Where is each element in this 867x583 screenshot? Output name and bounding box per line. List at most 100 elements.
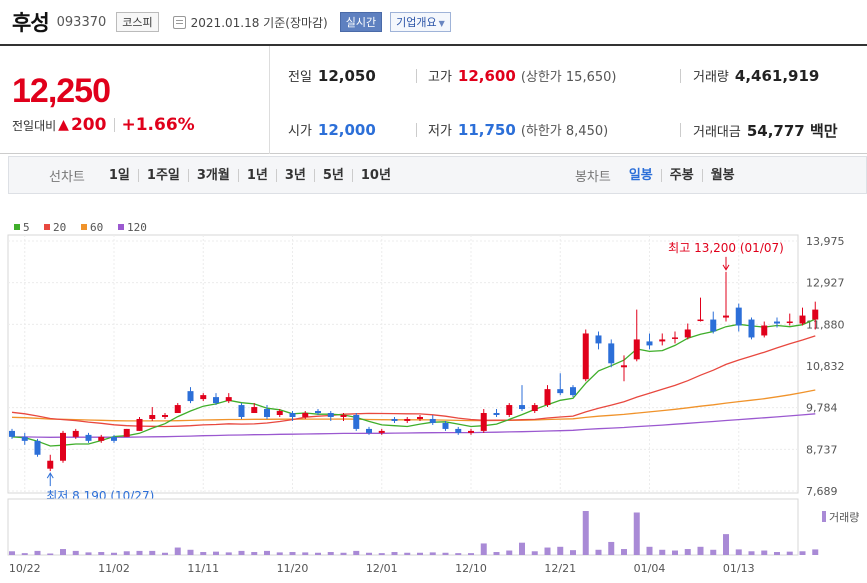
volume-bar [480, 543, 487, 555]
period-5y[interactable]: 5년 [313, 168, 352, 182]
volume-bar [187, 549, 194, 555]
volume-bar [544, 547, 551, 555]
candle-body [213, 397, 219, 404]
candle-body [595, 335, 602, 344]
volume-bar [442, 552, 449, 555]
candle-body [200, 395, 207, 400]
candle-body [276, 411, 283, 415]
candle-weekly[interactable]: 주봉 [660, 168, 702, 182]
candle [608, 339, 615, 368]
amount-cell: 거래대금 54,777 백만 [693, 120, 838, 141]
candle-body [174, 405, 181, 414]
chart-period-bar: 선차트 1일 1주일 3개월 1년 3년 5년 10년 봉차트 일봉 주봉 월봉 [8, 156, 867, 194]
y-tick-label: 8,737 [806, 443, 838, 456]
candle-body [149, 414, 156, 419]
candle [684, 323, 691, 340]
company-overview-button[interactable]: 기업개요 ▼ [390, 12, 451, 32]
moving-average-lines [11, 318, 816, 447]
y-tick-label: 9,784 [806, 402, 838, 415]
candle-body [417, 416, 423, 419]
high-cell: 고가 12,600 (상한가 15,650) [428, 66, 616, 85]
candle [531, 403, 538, 414]
volume-bar [748, 551, 755, 555]
volume-bar [417, 552, 423, 555]
candle [327, 411, 334, 421]
volume-bar [391, 552, 398, 555]
volume-bar [9, 551, 15, 555]
candle-body [493, 413, 500, 415]
candle [468, 428, 474, 435]
volume-bar [761, 550, 768, 555]
high-value: 12,600 [457, 67, 516, 85]
open-value: 12,000 [317, 121, 376, 139]
volume-bar [570, 550, 576, 555]
high-arrow-head [722, 264, 730, 271]
period-1w[interactable]: 1주일 [137, 168, 188, 182]
volume-bar [85, 552, 92, 555]
legend-label-20: 20 [53, 221, 66, 234]
volume-bar [123, 551, 130, 555]
ma-legend: 5 20 60 120 [14, 221, 147, 234]
volume-bar [774, 552, 780, 555]
y-tick-label: 7,689 [806, 485, 838, 498]
candle [633, 309, 640, 362]
volume-bar [582, 511, 589, 555]
period-1y[interactable]: 1년 [237, 168, 276, 182]
volume-bar [111, 552, 117, 555]
candle [200, 393, 207, 402]
candle-body [799, 315, 806, 324]
candle [506, 403, 513, 417]
y-tick-label: 10,832 [806, 360, 845, 373]
candle-daily[interactable]: 일봉 [628, 167, 653, 183]
ma-line-5 [11, 318, 816, 447]
candle-body [608, 343, 615, 364]
volume-bar [200, 552, 207, 555]
candle-body [72, 430, 79, 437]
volume-bar [672, 550, 678, 555]
date-text: 2021.01.18 기준(장마감) [190, 15, 328, 30]
volume-bar [225, 552, 232, 555]
volume-bars: 거래량 [9, 511, 859, 555]
candle [340, 413, 347, 421]
candle-body [187, 391, 194, 402]
candle-body [327, 413, 334, 417]
stock-chart[interactable]: 5 20 60 120 13,97512,92711,88010,8329,7848,… [0, 205, 867, 583]
volume-bar [595, 549, 602, 555]
candle-body [251, 407, 258, 414]
period-10y[interactable]: 10년 [351, 168, 399, 182]
candle-body [391, 418, 398, 421]
candle-body [353, 414, 360, 429]
volume-bar [72, 550, 79, 555]
ma-line-120 [12, 413, 816, 438]
x-tick-label: 11/20 [277, 562, 309, 575]
period-1d[interactable]: 1일 [108, 167, 130, 183]
volume-bar [60, 549, 66, 555]
period-3y[interactable]: 3년 [275, 168, 314, 182]
volume-bar [697, 546, 704, 555]
candle-monthly[interactable]: 월봉 [701, 168, 743, 182]
realtime-button[interactable]: 실시간 [339, 12, 383, 32]
candle-body [455, 428, 462, 433]
candle-body [9, 430, 15, 437]
candle-body [621, 365, 627, 368]
volume-bar [519, 542, 525, 555]
candle [289, 411, 296, 421]
upper-limit: (상한가 15,650) [520, 70, 617, 85]
prev-close-cell: 전일 12,050 [288, 66, 376, 85]
volume-bar [289, 552, 296, 555]
candle-body [646, 341, 653, 346]
candle-body [123, 428, 130, 437]
candle [429, 414, 436, 425]
prev-close-value: 12,050 [317, 67, 376, 85]
candle [276, 409, 283, 417]
candle-body [633, 339, 640, 360]
period-3m[interactable]: 3개월 [187, 168, 238, 182]
low-cell: 저가 11,750 (하한가 8,450) [428, 120, 608, 139]
ma-line-60 [11, 389, 816, 422]
legend-swatch-5 [14, 224, 20, 230]
volume-bar [557, 546, 564, 555]
volume-bar [786, 551, 793, 555]
up-triangle-icon: ▲ [58, 117, 69, 133]
candles [9, 271, 819, 472]
candle [264, 405, 270, 419]
